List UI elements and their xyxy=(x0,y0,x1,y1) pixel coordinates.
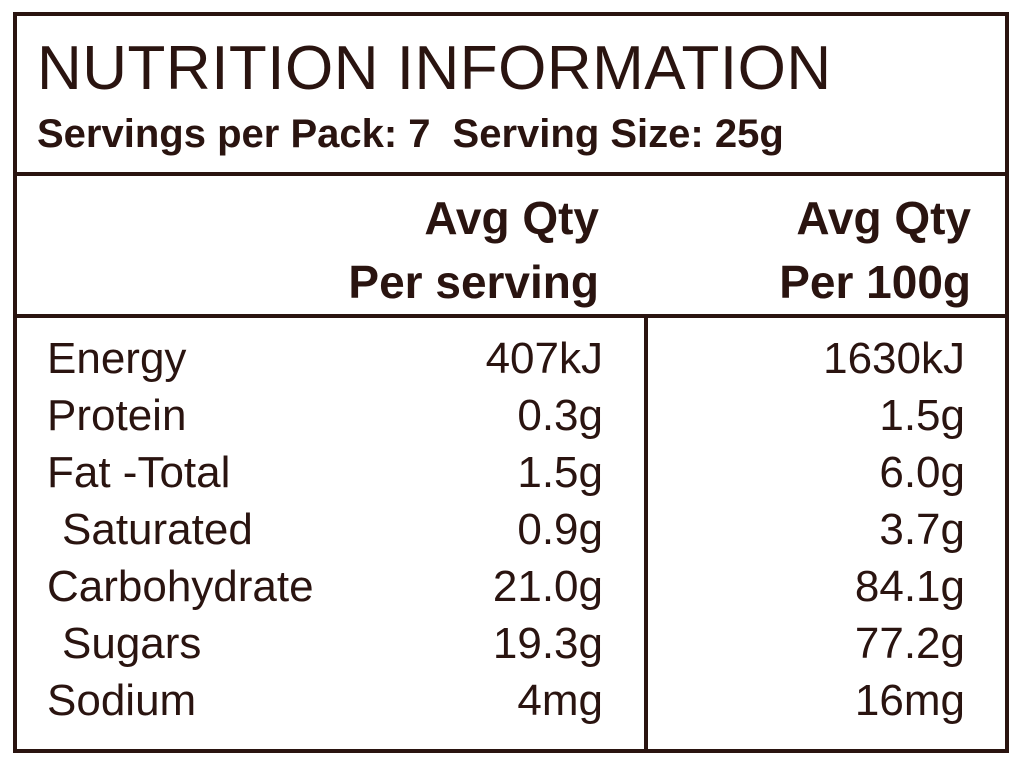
nutrient-name: Protein xyxy=(47,391,187,440)
nutrient-name: Sugars xyxy=(62,619,202,668)
column-header-per-100g: Avg Qty Per 100g xyxy=(779,186,971,314)
per-100g-value: 1.5g xyxy=(879,391,965,440)
table-row: Carbohydrate 21.0g 84.1g xyxy=(17,558,1005,615)
divider-top xyxy=(17,172,1005,176)
column-header-per-100g-line1: Avg Qty xyxy=(796,192,971,244)
column-header-per-100g-line2: Per 100g xyxy=(779,256,971,308)
serving-size: Serving Size: 25g xyxy=(452,112,784,156)
column-divider xyxy=(644,318,648,749)
table-row: Saturated 0.9g 3.7g xyxy=(17,501,1005,558)
column-header-per-serving: Avg Qty Per serving xyxy=(348,186,599,314)
per-100g-value: 3.7g xyxy=(879,505,965,554)
per-100g-value: 77.2g xyxy=(854,619,965,668)
table-row: Fat -Total 1.5g 6.0g xyxy=(17,444,1005,501)
nutrient-name: Fat -Total xyxy=(47,448,231,497)
column-header-per-serving-line1: Avg Qty xyxy=(424,192,599,244)
per-serving-value: 407kJ xyxy=(485,334,603,383)
column-header-per-serving-line2: Per serving xyxy=(348,256,599,308)
per-serving-value: 0.9g xyxy=(517,505,603,554)
per-100g-value: 6.0g xyxy=(879,448,965,497)
per-100g-value: 16mg xyxy=(854,676,965,725)
nutrient-name: Carbohydrate xyxy=(47,562,314,611)
nutrient-name: Energy xyxy=(47,334,187,383)
panel-title: NUTRITION INFORMATION xyxy=(37,34,832,103)
servings-per-pack: Servings per Pack: 7 xyxy=(37,112,431,156)
divider-header xyxy=(17,314,1005,318)
nutrition-panel: NUTRITION INFORMATION Servings per Pack:… xyxy=(13,12,1009,753)
per-serving-value: 19.3g xyxy=(492,619,603,668)
nutrient-name: Sodium xyxy=(47,676,197,725)
nutrient-name: Saturated xyxy=(62,505,253,554)
per-serving-value: 1.5g xyxy=(517,448,603,497)
table-row: Protein 0.3g 1.5g xyxy=(17,387,1005,444)
table-row: Sodium 4mg 16mg xyxy=(17,672,1005,729)
table-row: Sugars 19.3g 77.2g xyxy=(17,615,1005,672)
per-100g-value: 1630kJ xyxy=(823,334,965,383)
per-serving-value: 4mg xyxy=(517,676,603,725)
table-row: Energy 407kJ 1630kJ xyxy=(17,330,1005,387)
serving-info: Servings per Pack: 7 Serving Size: 25g xyxy=(37,112,784,156)
per-serving-value: 0.3g xyxy=(517,391,603,440)
per-serving-value: 21.0g xyxy=(492,562,603,611)
nutrient-table: Energy 407kJ 1630kJ Protein 0.3g 1.5g Fa… xyxy=(17,330,1005,729)
per-100g-value: 84.1g xyxy=(854,562,965,611)
